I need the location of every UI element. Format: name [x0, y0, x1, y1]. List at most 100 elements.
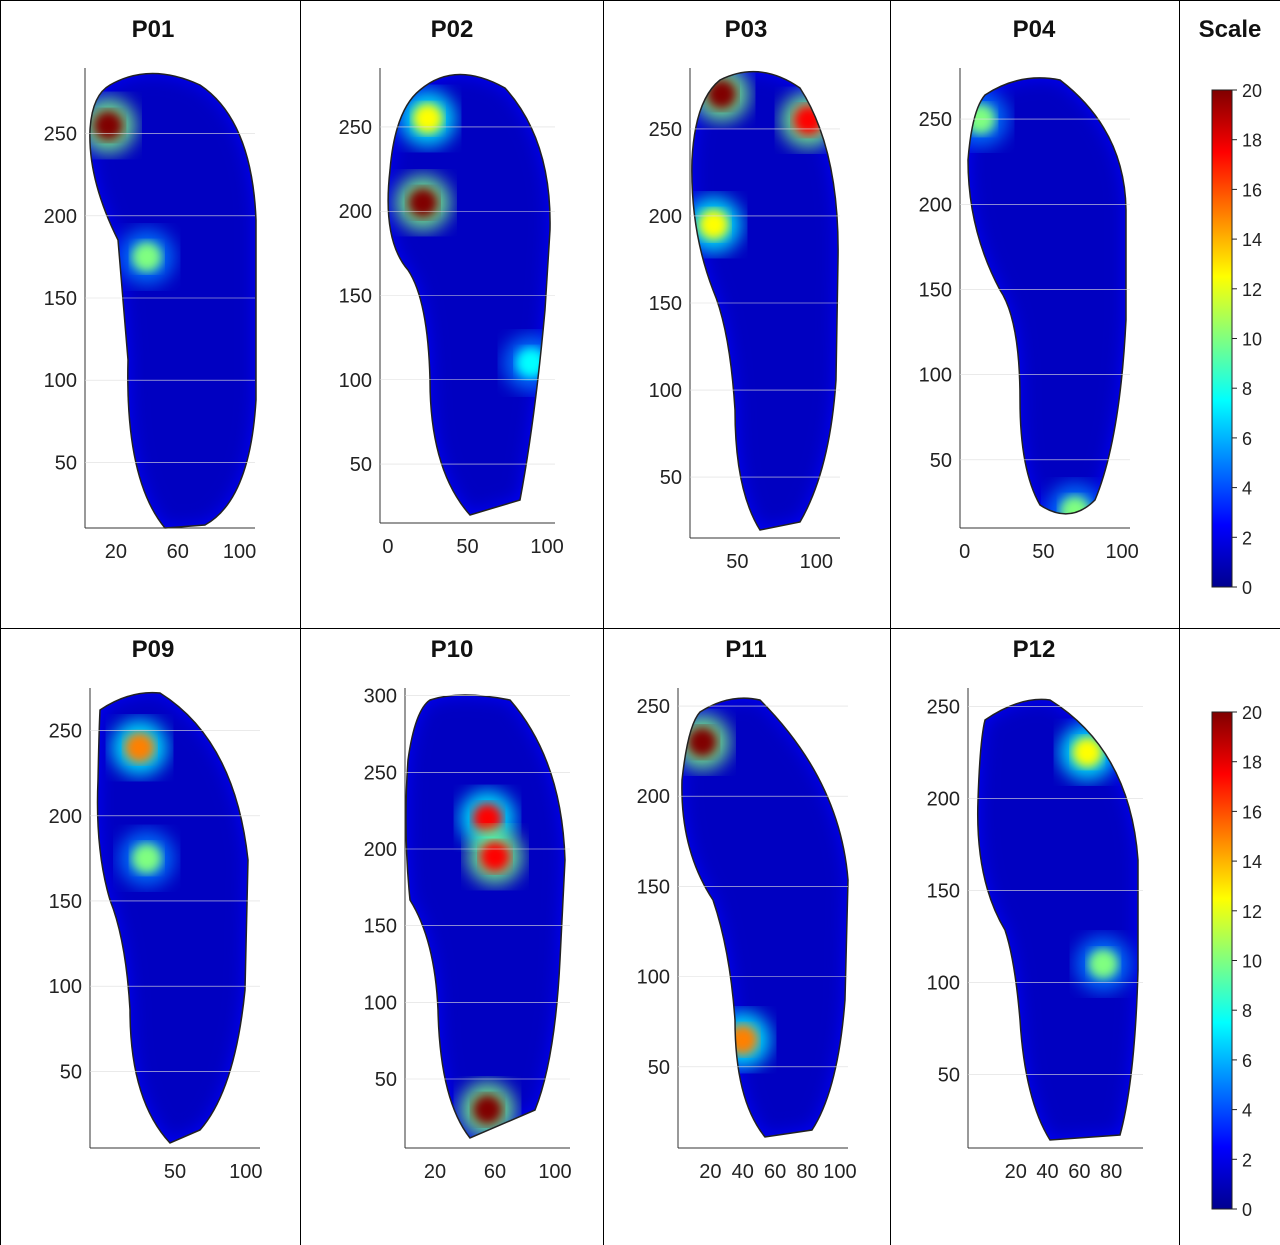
y-tick-label: 200: [44, 206, 77, 228]
y-tick-label: 50: [350, 454, 372, 476]
grid-left-border: [0, 0, 1, 1245]
hotspot-1: [131, 241, 162, 272]
y-tick-label: 100: [339, 370, 372, 392]
hotspot-2: [480, 841, 510, 872]
colorbar-tick-label: 12: [1242, 902, 1262, 922]
hotspot-0: [407, 187, 438, 218]
hotspot-1: [472, 1094, 503, 1125]
y-tick-label: 100: [649, 380, 682, 402]
y-tick-label: 100: [637, 967, 670, 989]
colorbar-tick-label: 14: [1242, 230, 1262, 250]
y-tick-label: 150: [919, 279, 952, 301]
x-tick-label: 40: [732, 1161, 754, 1183]
y-tick-label: 100: [919, 365, 952, 387]
foot-outline: [387, 73, 551, 516]
y-tick-label: 150: [44, 288, 77, 310]
y-tick-label: 50: [55, 452, 77, 474]
panel-title-p09: P09: [131, 636, 175, 663]
x-tick-label: 60: [764, 1161, 786, 1183]
colorbar-tick-label: 4: [1242, 479, 1252, 499]
y-tick-label: 200: [339, 201, 372, 223]
foot-outline: [89, 72, 257, 529]
hotspot-0: [93, 110, 124, 141]
hotspot-0: [472, 803, 503, 834]
y-tick-label: 100: [364, 992, 397, 1014]
x-tick-label: 50: [1032, 541, 1054, 563]
x-tick-label: 60: [484, 1161, 506, 1183]
colorbar-tick-label: 12: [1242, 280, 1262, 300]
foot-outline: [976, 698, 1139, 1141]
hotspot-1: [727, 1024, 758, 1055]
grid-col-divider-4: [1179, 0, 1180, 1245]
chart-p02: 250 200 150 100 50 0 50 100: [339, 68, 564, 558]
y-tick-label: 100: [49, 976, 82, 998]
y-tick-label: 200: [49, 806, 82, 828]
y-tick-label: 50: [660, 467, 682, 489]
hotspot-1: [793, 105, 824, 136]
x-tick-label: 100: [530, 536, 563, 558]
x-tick-label: 80: [1100, 1161, 1122, 1183]
panel-title-p04: P04: [1012, 16, 1056, 43]
x-tick-label: 100: [229, 1161, 262, 1183]
hotspot-1: [1088, 949, 1119, 979]
panel-title-p03: P03: [724, 16, 768, 43]
colorbar-tick-label: 6: [1242, 429, 1252, 449]
colorbar-tick-label: 16: [1242, 802, 1262, 822]
panel-title-p12: P12: [1012, 636, 1056, 663]
y-tick-label: 250: [44, 124, 77, 146]
y-tick-label: 250: [927, 696, 960, 718]
x-tick-label: 40: [1036, 1161, 1058, 1183]
grid-row-divider: [0, 628, 1280, 629]
grid-col-divider-1: [300, 0, 301, 1245]
y-tick-label: 200: [649, 206, 682, 228]
foot-outline: [681, 697, 849, 1138]
y-tick-label: 100: [44, 370, 77, 392]
colorbar-swatch: [1211, 89, 1233, 588]
chart-p09: 250 200 150 100 50 50 100: [49, 688, 263, 1183]
x-tick-label: 50: [456, 536, 478, 558]
foot-outline: [967, 77, 1127, 515]
x-tick-label: 20: [424, 1161, 446, 1183]
colorbar-tick-label: 0: [1242, 1200, 1252, 1220]
x-tick-label: 0: [959, 541, 970, 563]
hotspot-1: [131, 843, 162, 874]
chart-p04: 250 200 150 100 50 0 50 100: [919, 68, 1139, 563]
colorbar-tick-label: 18: [1242, 753, 1262, 773]
x-tick-label: 50: [164, 1161, 186, 1183]
y-tick-label: 250: [339, 117, 372, 139]
foot-outline: [96, 691, 249, 1144]
x-tick-label: 80: [796, 1161, 818, 1183]
x-tick-label: 20: [1005, 1161, 1027, 1183]
hotspot-0: [706, 79, 737, 110]
y-tick-label: 250: [637, 696, 670, 718]
colorbar-tick-label: 2: [1242, 528, 1252, 548]
y-tick-label: 50: [930, 450, 952, 472]
x-tick-label: 100: [800, 551, 833, 573]
y-tick-label: 150: [637, 876, 670, 898]
colorbar-tick-label: 10: [1242, 330, 1262, 350]
panel-title-p02: P02: [430, 16, 474, 43]
scale-title: Scale: [1198, 16, 1262, 43]
colorbar-tick-label: 6: [1242, 1051, 1252, 1071]
colorbar-swatch: [1211, 711, 1233, 1210]
hotspot-1: [1059, 495, 1090, 514]
y-tick-label: 50: [60, 1061, 82, 1083]
hotspot-1: [412, 103, 443, 134]
foot-outline: [691, 70, 839, 531]
x-tick-label: 60: [167, 541, 189, 563]
y-tick-label: 50: [648, 1057, 670, 1079]
colorbar-tick-label: 8: [1242, 379, 1252, 399]
y-tick-label: 300: [364, 686, 397, 708]
colorbar-tick-label: 0: [1242, 578, 1252, 598]
panel-title-p01: P01: [131, 16, 175, 43]
y-tick-label: 250: [649, 119, 682, 141]
colorbar-tick-label: 10: [1242, 952, 1262, 972]
colorbar-tick-label: 4: [1242, 1101, 1252, 1121]
y-tick-label: 50: [375, 1069, 397, 1091]
hotspot-0: [124, 732, 155, 763]
colorbar-tick-label: 14: [1242, 852, 1262, 872]
hotspot-2: [698, 209, 729, 240]
